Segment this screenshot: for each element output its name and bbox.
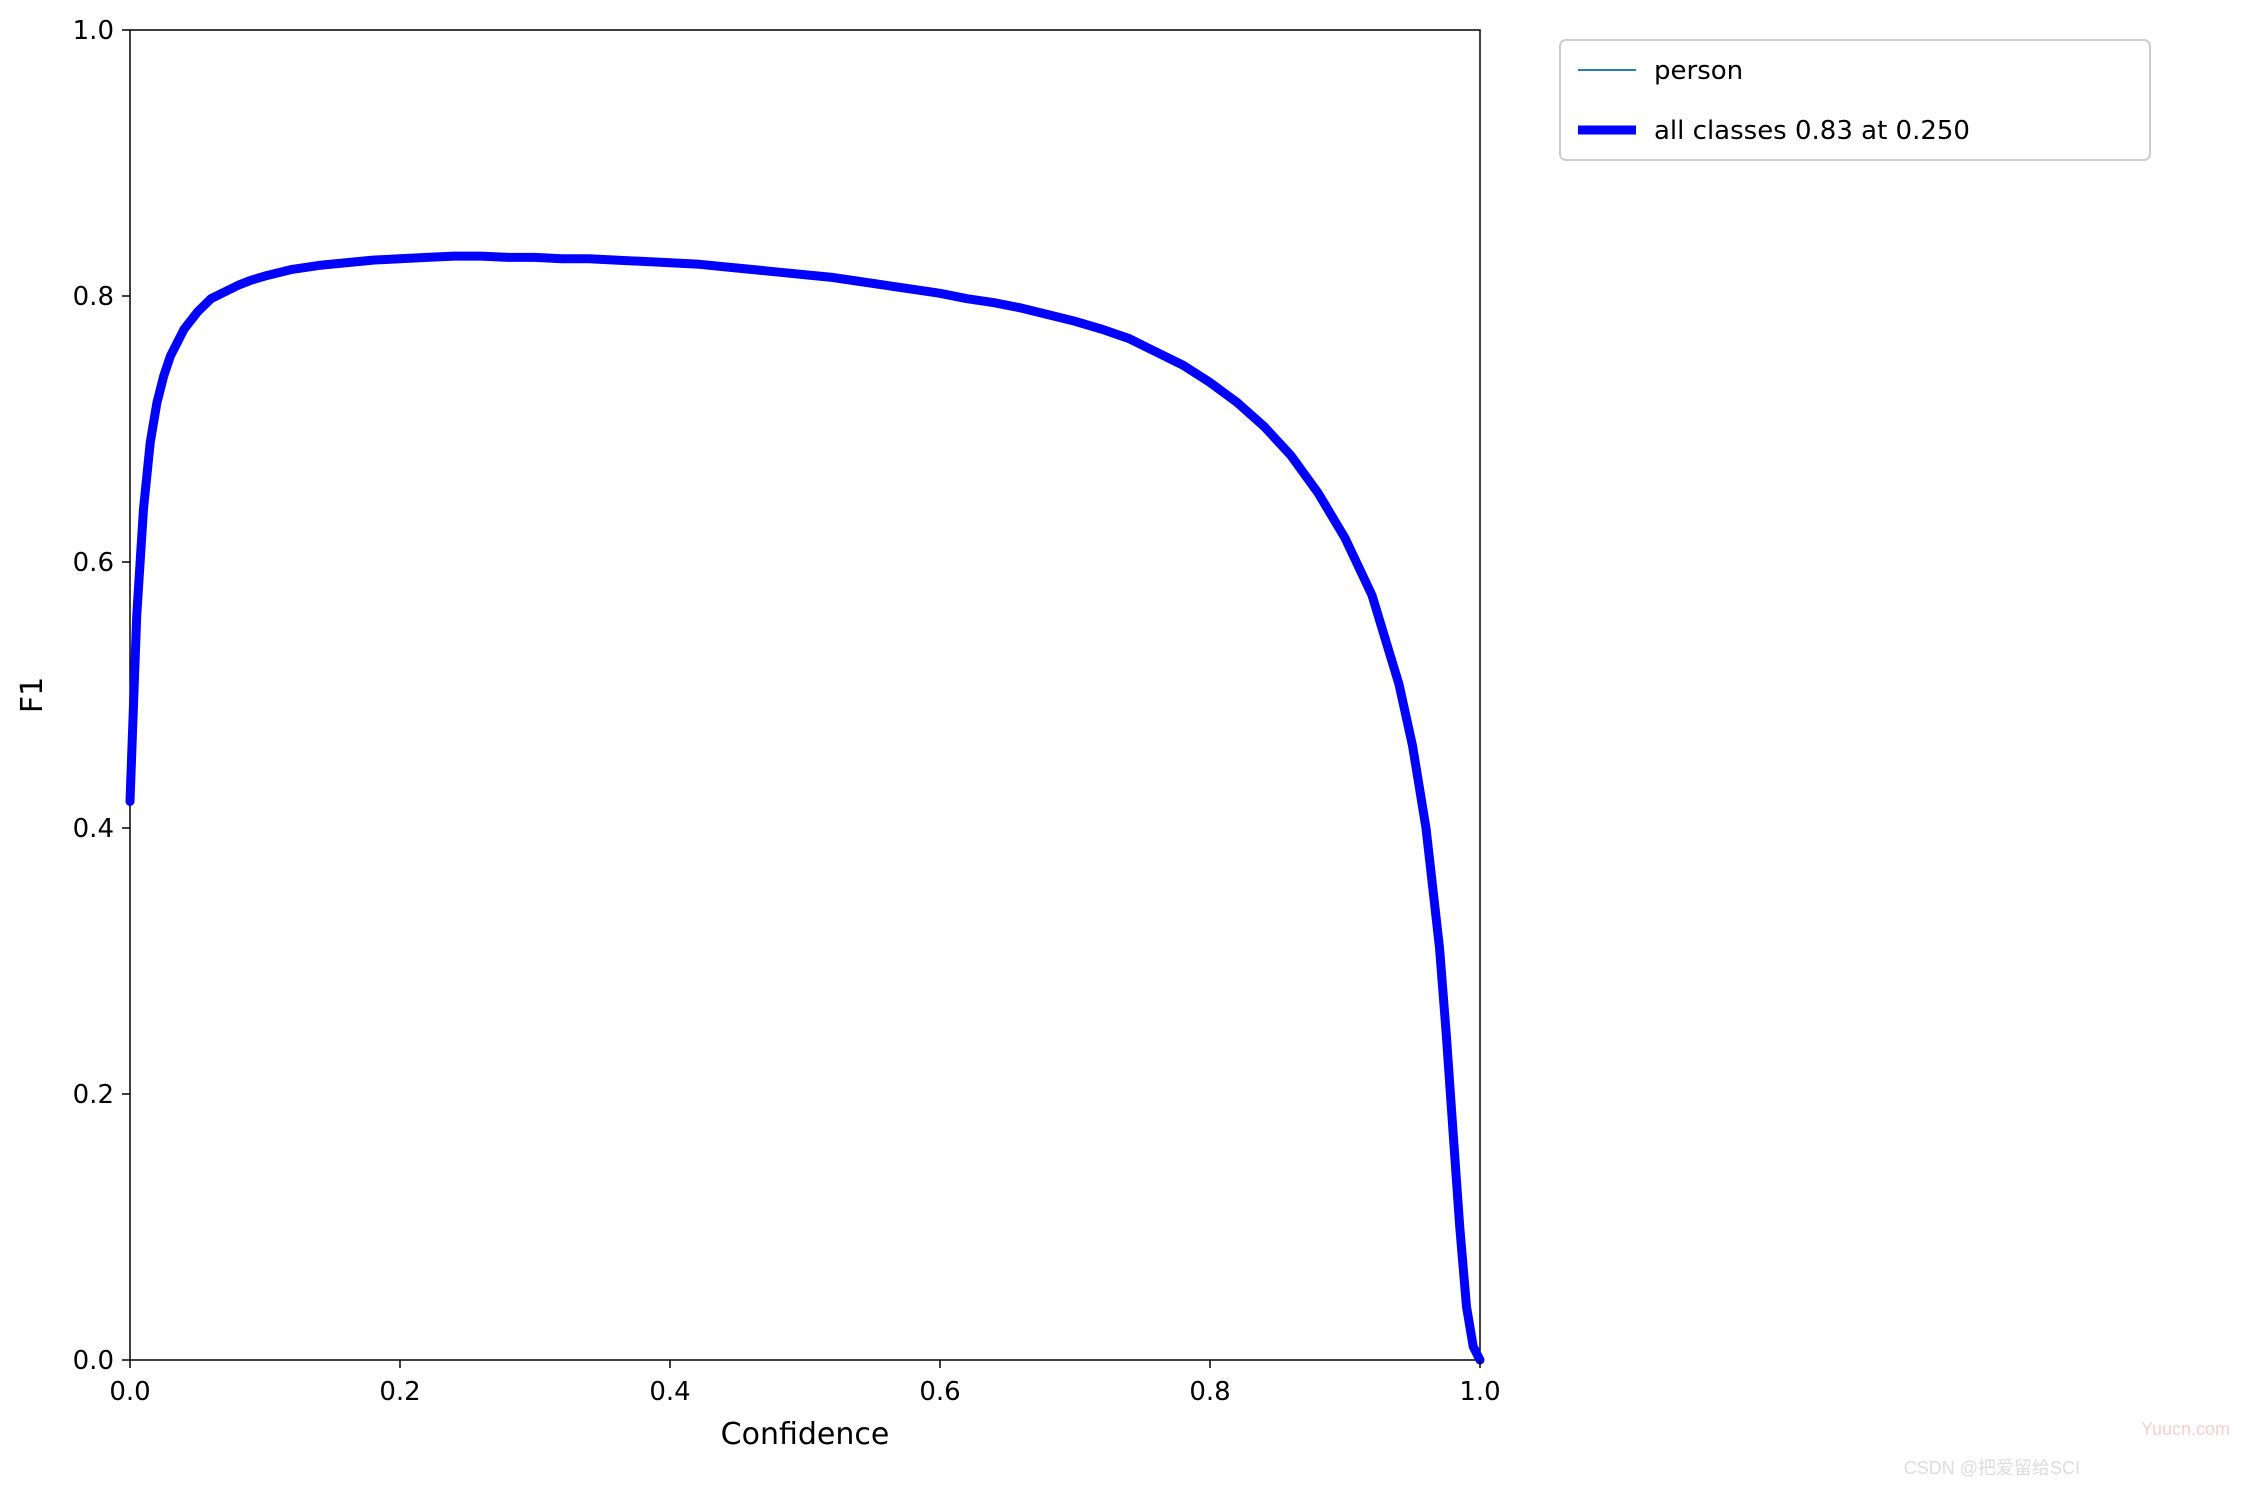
x-axis-label: Confidence [721,1417,890,1452]
x-tick-label: 0.2 [379,1377,420,1407]
y-axis-label: F1 [15,677,50,713]
plot-axes [130,30,1480,1360]
f1-confidence-chart: 0.0 0.2 0.4 0.6 0.8 1.0 0.0 0.2 0.4 0.6 0.8 1.0 Con… [0,0,2250,1500]
y-tick-label: 0.6 [73,548,114,578]
chart-container: 0.0 0.2 0.4 0.6 0.8 1.0 0.0 0.2 0.4 0.6 0.8 1.0 Con… [0,0,2250,1500]
y-tick-label: 0.0 [73,1346,114,1376]
plot-frame [130,30,1480,1360]
y-tick-label: 0.4 [73,814,114,844]
x-tick-label: 0.6 [919,1377,960,1407]
x-tick-label: 0.4 [649,1377,690,1407]
y-tick-label: 0.8 [73,282,114,312]
y-tick-label: 0.2 [73,1080,114,1110]
legend-label: all classes 0.83 at 0.250 [1654,116,1970,146]
legend: person all classes 0.83 at 0.250 [1560,40,2150,160]
y-tick-label: 1.0 [73,16,114,46]
x-tick-label: 0.8 [1189,1377,1230,1407]
legend-label: person [1654,56,1743,86]
x-tick-label: 1.0 [1459,1377,1500,1407]
x-tick-label: 0.0 [109,1377,150,1407]
